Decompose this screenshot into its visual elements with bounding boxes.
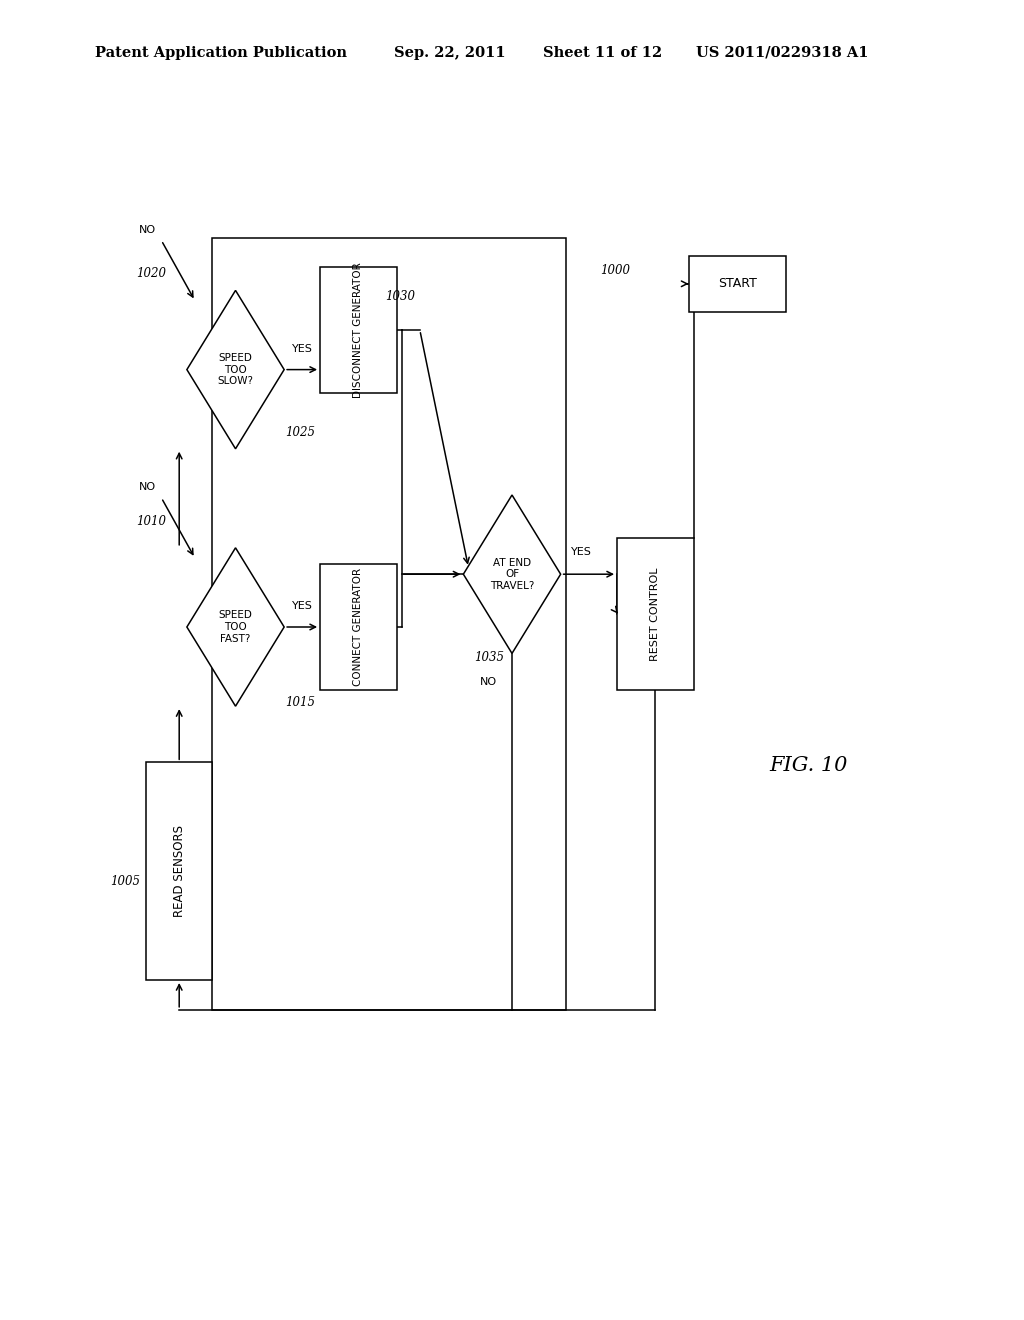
- Bar: [319, 267, 397, 393]
- Text: 1030: 1030: [385, 290, 415, 304]
- Text: DISCONNECT GENERATOR: DISCONNECT GENERATOR: [353, 263, 364, 397]
- Text: US 2011/0229318 A1: US 2011/0229318 A1: [696, 46, 868, 59]
- Polygon shape: [463, 495, 561, 653]
- Text: NO: NO: [479, 677, 497, 688]
- Bar: [213, 238, 565, 1010]
- Text: 1015: 1015: [285, 696, 314, 709]
- Text: FIG. 10: FIG. 10: [770, 756, 848, 775]
- Bar: [319, 565, 397, 689]
- Text: 1025: 1025: [285, 426, 314, 440]
- Text: 1000: 1000: [600, 264, 630, 277]
- Text: CONNECT GENERATOR: CONNECT GENERATOR: [353, 568, 364, 686]
- Text: AT END
OF
TRAVEL?: AT END OF TRAVEL?: [489, 557, 535, 591]
- Text: 1005: 1005: [111, 875, 140, 888]
- Bar: [145, 762, 213, 979]
- Text: YES: YES: [293, 601, 313, 611]
- Text: NO: NO: [139, 224, 156, 235]
- Text: YES: YES: [571, 546, 592, 557]
- Text: SPEED
TOO
SLOW?: SPEED TOO SLOW?: [217, 352, 254, 387]
- Text: RESET CONTROL: RESET CONTROL: [650, 568, 660, 660]
- Text: 1020: 1020: [136, 267, 166, 280]
- Bar: [616, 539, 694, 689]
- Text: START: START: [718, 277, 757, 290]
- Bar: [688, 256, 786, 312]
- Text: Sep. 22, 2011: Sep. 22, 2011: [394, 46, 506, 59]
- Text: YES: YES: [293, 343, 313, 354]
- Text: 1010: 1010: [136, 515, 166, 528]
- Text: SPEED
TOO
FAST?: SPEED TOO FAST?: [218, 610, 253, 644]
- Polygon shape: [186, 548, 285, 706]
- Text: Sheet 11 of 12: Sheet 11 of 12: [543, 46, 662, 59]
- Text: Patent Application Publication: Patent Application Publication: [95, 46, 347, 59]
- Polygon shape: [186, 290, 285, 449]
- Text: NO: NO: [139, 482, 156, 492]
- Text: READ SENSORS: READ SENSORS: [173, 825, 185, 917]
- Text: 1035: 1035: [474, 651, 504, 664]
